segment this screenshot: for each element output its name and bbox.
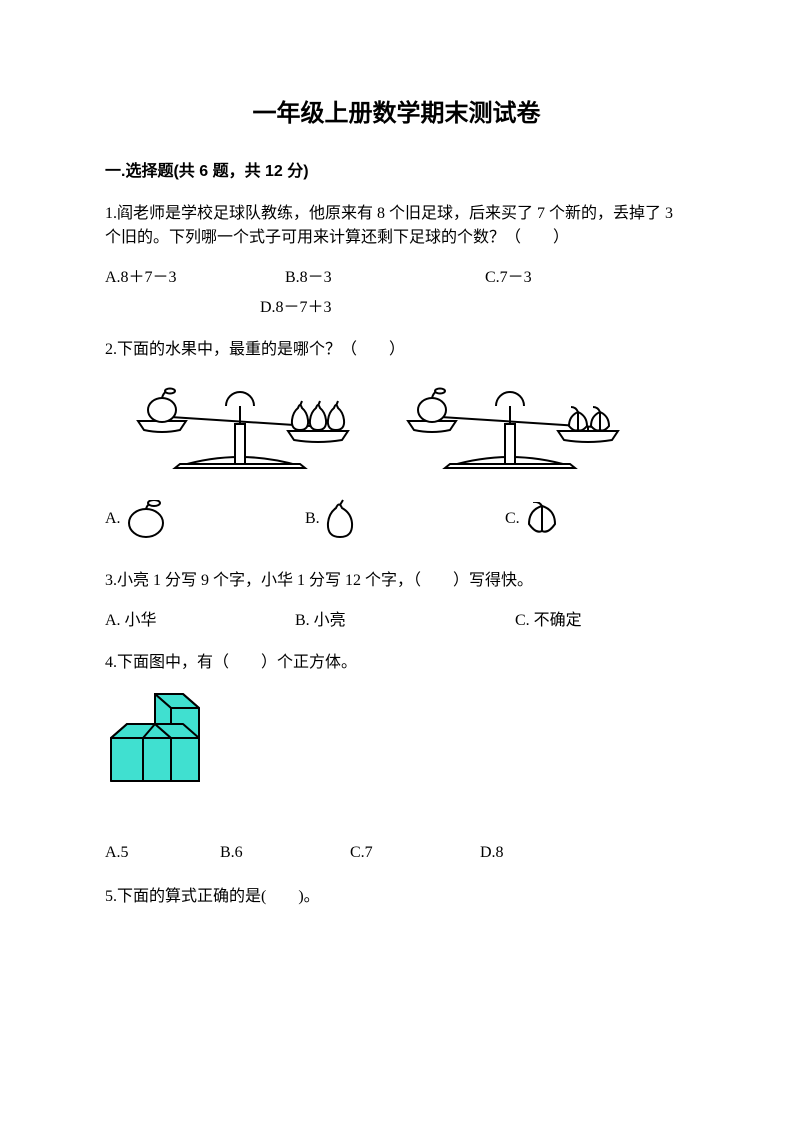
q4-text: 4.下面图中，有（ ）个正方体。 bbox=[105, 651, 688, 675]
peach-icon bbox=[524, 502, 560, 536]
q2-opt-b-label: B. bbox=[305, 507, 320, 531]
question-2: 2.下面的水果中，最重的是哪个？（ ） bbox=[105, 338, 688, 539]
q2-options: A. B. C. bbox=[105, 499, 688, 539]
q3-opt-b: B. 小亮 bbox=[295, 609, 515, 633]
q3-opt-c: C. 不确定 bbox=[515, 609, 582, 633]
q1-opt-d: D.8－7＋3 bbox=[260, 296, 332, 320]
q1-opt-c: C.7－3 bbox=[485, 266, 545, 290]
q2-text: 2.下面的水果中，最重的是哪个？（ ） bbox=[105, 338, 688, 362]
q2-opt-c-label: C. bbox=[505, 507, 520, 531]
q5-text: 5.下面的算式正确的是( )。 bbox=[105, 885, 688, 909]
q4-opt-c: C.7 bbox=[350, 841, 480, 865]
q2-opt-a-label: A. bbox=[105, 507, 121, 531]
q1-options-2: D.8－7＋3 bbox=[105, 296, 688, 320]
page-title: 一年级上册数学期末测试卷 bbox=[105, 96, 688, 132]
q1-opt-b: B.8－3 bbox=[285, 266, 485, 290]
q1-text: 1.阎老师是学校足球队教练，他原来有 8 个旧足球，后来买了 7 个新的，丢掉了… bbox=[105, 202, 688, 250]
q4-opt-d: D.8 bbox=[480, 841, 504, 865]
q4-opt-b: B.6 bbox=[220, 841, 350, 865]
pear-icon bbox=[324, 499, 356, 539]
q2-scales bbox=[120, 378, 688, 473]
section-header: 一.选择题(共 6 题，共 12 分) bbox=[105, 160, 688, 184]
question-5: 5.下面的算式正确的是( )。 bbox=[105, 885, 688, 909]
q4-figure bbox=[105, 691, 688, 805]
q3-text: 3.小亮 1 分写 9 个字，小华 1 分写 12 个字，（ ）写得快。 bbox=[105, 569, 535, 593]
question-3: 3.小亮 1 分写 9 个字，小华 1 分写 12 个字，（ ）写得快。 A. … bbox=[105, 569, 688, 633]
balance-scale-2-icon bbox=[390, 378, 630, 473]
q4-opt-a: A.5 bbox=[105, 841, 220, 865]
q3-options: A. 小华 B. 小亮 C. 不确定 bbox=[105, 609, 688, 633]
question-4: 4.下面图中，有（ ）个正方体。 bbox=[105, 651, 688, 865]
q3-opt-a: A. 小华 bbox=[105, 609, 295, 633]
apple-icon bbox=[125, 500, 167, 538]
q1-opt-a: A.8＋7－3 bbox=[105, 266, 285, 290]
question-1: 1.阎老师是学校足球队教练，他原来有 8 个旧足球，后来买了 7 个新的，丢掉了… bbox=[105, 202, 688, 320]
q1-options: A.8＋7－3 B.8－3 C.7－3 bbox=[105, 266, 688, 290]
q4-options: A.5 B.6 C.7 D.8 bbox=[105, 841, 688, 865]
balance-scale-1-icon bbox=[120, 378, 360, 473]
cube-stack-icon bbox=[105, 691, 211, 797]
